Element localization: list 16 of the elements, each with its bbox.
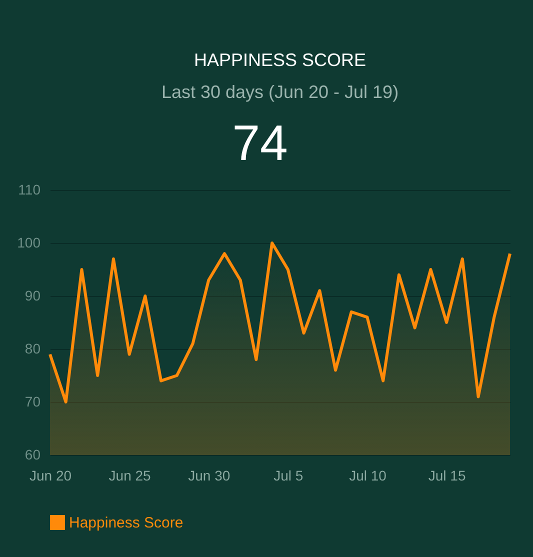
- text: 74: [232, 115, 288, 171]
- x-tick-label: Jun 30: [188, 468, 230, 484]
- y-tick-label: 110: [18, 182, 41, 198]
- y-tick-label: 60: [24, 446, 41, 462]
- y-tick-label: 90: [24, 288, 41, 304]
- chart-title: HAPPINESS SCORE: [194, 50, 366, 70]
- x-tick-label: Jun 20: [29, 468, 72, 484]
- chart-subtitle: Last 30 days (Jun 20 - Jul 19): [161, 82, 399, 102]
- y-tick-label: 70: [24, 394, 41, 410]
- x-tick-label: Jul 5: [274, 468, 304, 484]
- x-tick-label: Jun 25: [108, 468, 152, 484]
- x-tick-label: Jul 15: [428, 468, 466, 484]
- x-tick-label: Jul 10: [349, 468, 387, 484]
- y-tick-label: 100: [17, 234, 41, 250]
- legend-label: Happiness Score: [69, 514, 184, 532]
- y-tick-label: 80: [24, 340, 41, 356]
